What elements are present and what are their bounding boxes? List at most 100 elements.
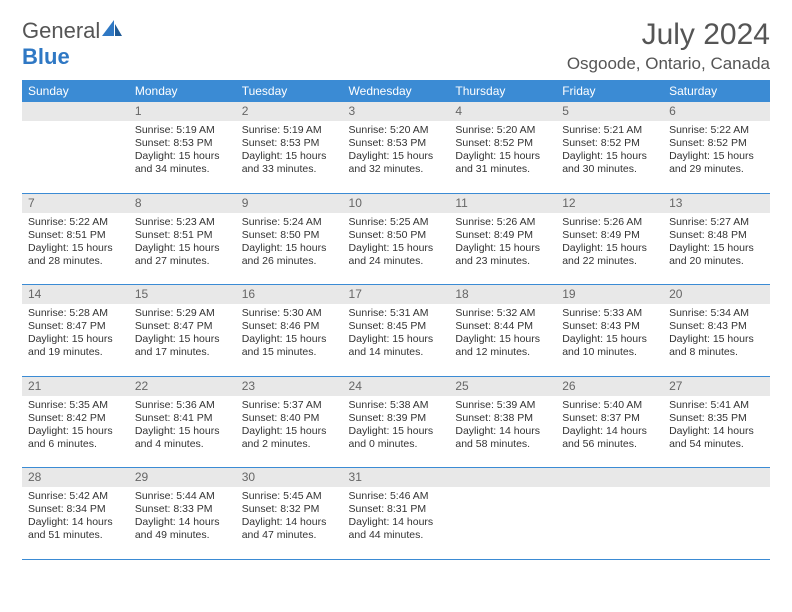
location-subtitle: Osgoode, Ontario, Canada bbox=[567, 54, 770, 74]
sunrise-line: Sunrise: 5:25 AM bbox=[349, 216, 444, 229]
daylight-line: Daylight: 14 hours and 47 minutes. bbox=[242, 516, 337, 542]
day-number-cell: 7 bbox=[22, 193, 129, 213]
day-content-cell: Sunrise: 5:38 AMSunset: 8:39 PMDaylight:… bbox=[343, 396, 450, 468]
weekday-header: Monday bbox=[129, 80, 236, 102]
header: GeneralBlue July 2024 Osgoode, Ontario, … bbox=[22, 18, 770, 74]
sunrise-line: Sunrise: 5:22 AM bbox=[669, 124, 764, 137]
day-number-row: 28293031 bbox=[22, 468, 770, 488]
sunset-line: Sunset: 8:53 PM bbox=[349, 137, 444, 150]
sunrise-line: Sunrise: 5:22 AM bbox=[28, 216, 123, 229]
sunset-line: Sunset: 8:52 PM bbox=[562, 137, 657, 150]
day-content-cell: Sunrise: 5:34 AMSunset: 8:43 PMDaylight:… bbox=[663, 304, 770, 376]
day-number-cell: 19 bbox=[556, 285, 663, 305]
daylight-line: Daylight: 15 hours and 27 minutes. bbox=[135, 242, 230, 268]
day-content-cell: Sunrise: 5:24 AMSunset: 8:50 PMDaylight:… bbox=[236, 213, 343, 285]
day-number-cell: 12 bbox=[556, 193, 663, 213]
day-number-cell: 25 bbox=[449, 376, 556, 396]
sunrise-line: Sunrise: 5:39 AM bbox=[455, 399, 550, 412]
sunset-line: Sunset: 8:32 PM bbox=[242, 503, 337, 516]
day-number-cell bbox=[22, 102, 129, 121]
calendar-table: SundayMondayTuesdayWednesdayThursdayFrid… bbox=[22, 80, 770, 560]
daylight-line: Daylight: 14 hours and 44 minutes. bbox=[349, 516, 444, 542]
daylight-line: Daylight: 15 hours and 17 minutes. bbox=[135, 333, 230, 359]
sunset-line: Sunset: 8:47 PM bbox=[135, 320, 230, 333]
day-content-cell: Sunrise: 5:27 AMSunset: 8:48 PMDaylight:… bbox=[663, 213, 770, 285]
sunrise-line: Sunrise: 5:35 AM bbox=[28, 399, 123, 412]
daylight-line: Daylight: 14 hours and 49 minutes. bbox=[135, 516, 230, 542]
day-content-cell: Sunrise: 5:41 AMSunset: 8:35 PMDaylight:… bbox=[663, 396, 770, 468]
sunset-line: Sunset: 8:41 PM bbox=[135, 412, 230, 425]
day-number-cell: 5 bbox=[556, 102, 663, 121]
day-content-cell: Sunrise: 5:25 AMSunset: 8:50 PMDaylight:… bbox=[343, 213, 450, 285]
day-number-cell: 26 bbox=[556, 376, 663, 396]
logo-text: GeneralBlue bbox=[22, 18, 124, 70]
sunset-line: Sunset: 8:50 PM bbox=[242, 229, 337, 242]
day-number-cell: 22 bbox=[129, 376, 236, 396]
daylight-line: Daylight: 15 hours and 8 minutes. bbox=[669, 333, 764, 359]
day-content-cell: Sunrise: 5:22 AMSunset: 8:51 PMDaylight:… bbox=[22, 213, 129, 285]
weekday-header: Friday bbox=[556, 80, 663, 102]
sunset-line: Sunset: 8:51 PM bbox=[135, 229, 230, 242]
weekday-header: Tuesday bbox=[236, 80, 343, 102]
daylight-line: Daylight: 15 hours and 31 minutes. bbox=[455, 150, 550, 176]
sunrise-line: Sunrise: 5:20 AM bbox=[349, 124, 444, 137]
day-content-cell: Sunrise: 5:21 AMSunset: 8:52 PMDaylight:… bbox=[556, 121, 663, 193]
daylight-line: Daylight: 15 hours and 10 minutes. bbox=[562, 333, 657, 359]
sunset-line: Sunset: 8:42 PM bbox=[28, 412, 123, 425]
sunrise-line: Sunrise: 5:28 AM bbox=[28, 307, 123, 320]
day-content-cell bbox=[556, 487, 663, 559]
daylight-line: Daylight: 15 hours and 6 minutes. bbox=[28, 425, 123, 451]
day-content-cell: Sunrise: 5:39 AMSunset: 8:38 PMDaylight:… bbox=[449, 396, 556, 468]
day-content-cell: Sunrise: 5:37 AMSunset: 8:40 PMDaylight:… bbox=[236, 396, 343, 468]
sunrise-line: Sunrise: 5:21 AM bbox=[562, 124, 657, 137]
sunrise-line: Sunrise: 5:42 AM bbox=[28, 490, 123, 503]
sunset-line: Sunset: 8:44 PM bbox=[455, 320, 550, 333]
daylight-line: Daylight: 15 hours and 0 minutes. bbox=[349, 425, 444, 451]
sunset-line: Sunset: 8:50 PM bbox=[349, 229, 444, 242]
day-content-cell: Sunrise: 5:45 AMSunset: 8:32 PMDaylight:… bbox=[236, 487, 343, 559]
day-number-cell: 29 bbox=[129, 468, 236, 488]
sunrise-line: Sunrise: 5:19 AM bbox=[242, 124, 337, 137]
day-content-cell: Sunrise: 5:29 AMSunset: 8:47 PMDaylight:… bbox=[129, 304, 236, 376]
day-content-cell: Sunrise: 5:35 AMSunset: 8:42 PMDaylight:… bbox=[22, 396, 129, 468]
sunset-line: Sunset: 8:49 PM bbox=[562, 229, 657, 242]
day-number-cell bbox=[449, 468, 556, 488]
daylight-line: Daylight: 14 hours and 58 minutes. bbox=[455, 425, 550, 451]
weekday-header: Sunday bbox=[22, 80, 129, 102]
sunset-line: Sunset: 8:49 PM bbox=[455, 229, 550, 242]
day-content-cell: Sunrise: 5:40 AMSunset: 8:37 PMDaylight:… bbox=[556, 396, 663, 468]
day-content-row: Sunrise: 5:35 AMSunset: 8:42 PMDaylight:… bbox=[22, 396, 770, 468]
daylight-line: Daylight: 15 hours and 20 minutes. bbox=[669, 242, 764, 268]
day-number-cell: 9 bbox=[236, 193, 343, 213]
day-content-cell: Sunrise: 5:42 AMSunset: 8:34 PMDaylight:… bbox=[22, 487, 129, 559]
sunset-line: Sunset: 8:31 PM bbox=[349, 503, 444, 516]
day-number-cell: 30 bbox=[236, 468, 343, 488]
daylight-line: Daylight: 15 hours and 19 minutes. bbox=[28, 333, 123, 359]
sunrise-line: Sunrise: 5:45 AM bbox=[242, 490, 337, 503]
logo-text-gray: General bbox=[22, 18, 100, 43]
sunrise-line: Sunrise: 5:36 AM bbox=[135, 399, 230, 412]
day-number-cell: 13 bbox=[663, 193, 770, 213]
sunset-line: Sunset: 8:51 PM bbox=[28, 229, 123, 242]
daylight-line: Daylight: 15 hours and 15 minutes. bbox=[242, 333, 337, 359]
sunrise-line: Sunrise: 5:37 AM bbox=[242, 399, 337, 412]
sunrise-line: Sunrise: 5:29 AM bbox=[135, 307, 230, 320]
sunset-line: Sunset: 8:37 PM bbox=[562, 412, 657, 425]
day-content-cell: Sunrise: 5:28 AMSunset: 8:47 PMDaylight:… bbox=[22, 304, 129, 376]
daylight-line: Daylight: 15 hours and 12 minutes. bbox=[455, 333, 550, 359]
day-content-cell: Sunrise: 5:20 AMSunset: 8:52 PMDaylight:… bbox=[449, 121, 556, 193]
day-content-cell: Sunrise: 5:26 AMSunset: 8:49 PMDaylight:… bbox=[449, 213, 556, 285]
day-number-cell: 4 bbox=[449, 102, 556, 121]
weekday-header-row: SundayMondayTuesdayWednesdayThursdayFrid… bbox=[22, 80, 770, 102]
sunrise-line: Sunrise: 5:30 AM bbox=[242, 307, 337, 320]
day-content-cell: Sunrise: 5:19 AMSunset: 8:53 PMDaylight:… bbox=[236, 121, 343, 193]
sunrise-line: Sunrise: 5:33 AM bbox=[562, 307, 657, 320]
sunrise-line: Sunrise: 5:32 AM bbox=[455, 307, 550, 320]
daylight-line: Daylight: 14 hours and 54 minutes. bbox=[669, 425, 764, 451]
day-number-cell bbox=[556, 468, 663, 488]
sunrise-line: Sunrise: 5:26 AM bbox=[562, 216, 657, 229]
day-number-row: 21222324252627 bbox=[22, 376, 770, 396]
month-title: July 2024 bbox=[567, 18, 770, 52]
day-content-cell: Sunrise: 5:20 AMSunset: 8:53 PMDaylight:… bbox=[343, 121, 450, 193]
sunrise-line: Sunrise: 5:40 AM bbox=[562, 399, 657, 412]
